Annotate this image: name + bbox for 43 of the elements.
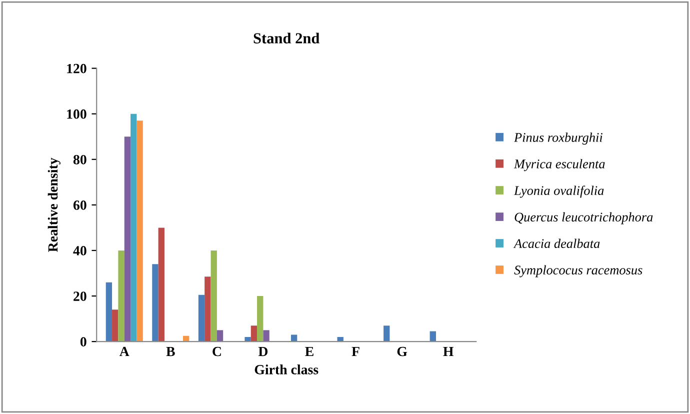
- bar: [136, 120, 143, 342]
- bar: [204, 276, 211, 342]
- x-tick-label: A: [119, 346, 130, 356]
- bar: [112, 310, 118, 342]
- chart-title: Stand 2nd: [254, 32, 320, 44]
- bar: [152, 264, 158, 342]
- bar: [250, 326, 258, 342]
- x-tick-label: C: [212, 346, 221, 356]
- bar: [263, 330, 270, 342]
- y-tick-label: 40: [73, 246, 86, 256]
- bar: [244, 336, 251, 342]
- x-tick-label: D: [258, 346, 268, 356]
- bar: [118, 250, 124, 342]
- x-tick-label: E: [305, 346, 314, 356]
- bar: [158, 228, 164, 342]
- bar: [130, 114, 137, 342]
- legend-label: Symplococus racemosus: [514, 265, 642, 278]
- bar: [106, 282, 112, 342]
- bar: [384, 326, 390, 342]
- bar: [124, 136, 131, 342]
- legend-label: Pinus roxburghii: [514, 132, 602, 145]
- bar: [216, 330, 224, 342]
- legend-label: Quercus leucotrichophora: [514, 212, 653, 224]
- legend-label: Lyonia ovalifolia: [514, 186, 604, 198]
- y-tick-label: 120: [67, 64, 86, 74]
- y-axis-title: Realtive density: [48, 158, 60, 252]
- legend-label: Acacia dealbata: [513, 238, 600, 248]
- x-tick-label: H: [443, 346, 454, 356]
- y-tick-label: 80: [73, 154, 86, 164]
- x-tick-label: F: [352, 346, 360, 356]
- y-tick-label: 100: [67, 109, 86, 119]
- y-tick-label: 60: [73, 200, 86, 210]
- legend-label: Myrica esculenta: [514, 159, 605, 172]
- x-tick-label: B: [166, 346, 175, 356]
- y-tick-label: 0: [80, 337, 86, 347]
- x-tick-label: G: [397, 346, 408, 356]
- bar: [430, 331, 436, 342]
- bar: [290, 334, 298, 342]
- x-axis-title: Girth class: [254, 364, 318, 374]
- bar: [198, 294, 205, 342]
- y-tick-label: 20: [74, 292, 86, 301]
- bar: [257, 296, 264, 342]
- bar: [210, 250, 217, 342]
